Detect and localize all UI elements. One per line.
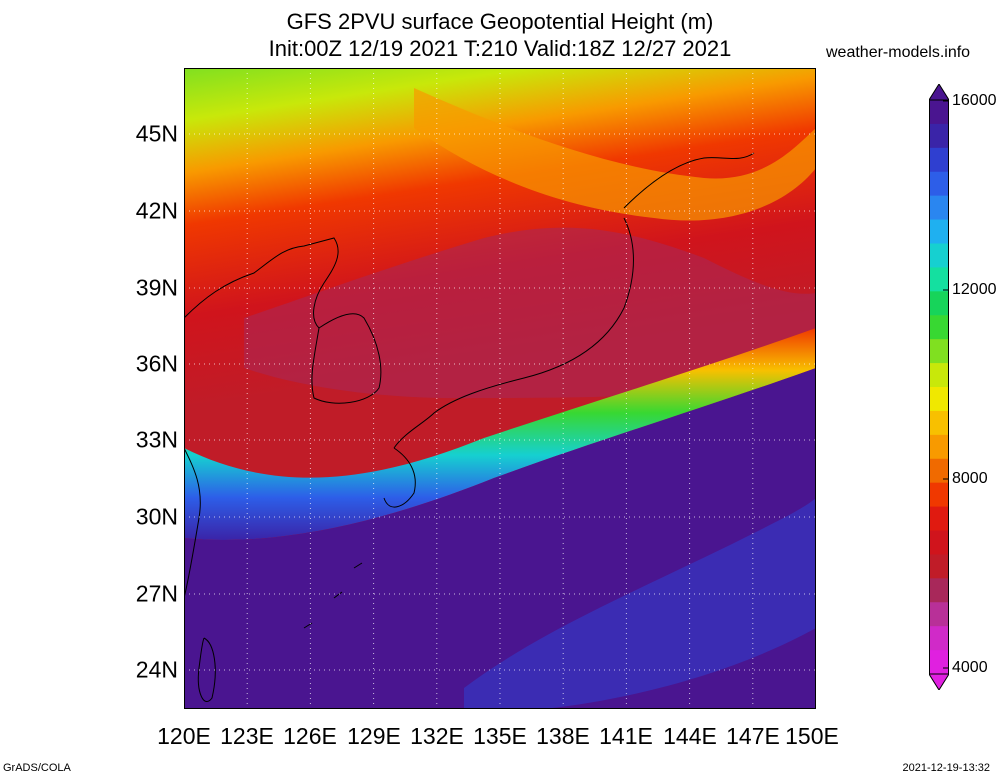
lon-label-120e: 120E bbox=[157, 723, 211, 749]
colorbar-label-12000: 12000 bbox=[952, 281, 997, 298]
lon-label-147e: 147E bbox=[726, 723, 780, 749]
colorbar-step bbox=[929, 219, 949, 244]
colorbar-step bbox=[929, 602, 949, 627]
map-canvas bbox=[184, 68, 816, 709]
colorbar-step bbox=[929, 291, 949, 316]
coastline-china bbox=[184, 447, 201, 599]
lon-label-150e: 150E bbox=[785, 723, 839, 749]
colorbar bbox=[929, 84, 949, 690]
colorbar-step bbox=[929, 171, 949, 197]
lon-label-123e: 123E bbox=[220, 723, 274, 749]
colorbar-step bbox=[929, 147, 949, 173]
graticule bbox=[184, 68, 816, 709]
coastlines bbox=[184, 152, 755, 702]
jet-band bbox=[414, 88, 816, 221]
lat-label-33n: 33N bbox=[135, 426, 178, 453]
coastline-kyushu bbox=[383, 447, 416, 508]
colorbar-step bbox=[929, 650, 949, 675]
lat-label-45n: 45N bbox=[135, 120, 178, 147]
colorbar-step bbox=[929, 578, 949, 603]
colorbar-step bbox=[929, 434, 949, 460]
site-label: weather-models.info bbox=[826, 44, 971, 61]
lat-label-27n: 27N bbox=[135, 580, 178, 607]
colorbar-step bbox=[929, 195, 949, 221]
lat-label-36n: 36N bbox=[135, 350, 178, 377]
colorbar-step bbox=[929, 506, 949, 531]
colorbar-step bbox=[929, 363, 949, 388]
chart-subtitle: Init:00Z 12/19 2021 T:210 Valid:18Z 12/2… bbox=[268, 36, 732, 61]
colorbar-step bbox=[929, 554, 949, 579]
colorbar-label-4000: 4000 bbox=[952, 659, 988, 676]
colorbar-top-arrow bbox=[929, 84, 949, 101]
colorbar-step bbox=[929, 243, 949, 268]
lon-label-144e: 144E bbox=[663, 723, 717, 749]
low-height-region bbox=[244, 227, 816, 399]
lon-label-135e: 135E bbox=[473, 723, 527, 749]
colorbar-step bbox=[929, 626, 949, 651]
coastline-taiwan bbox=[197, 637, 216, 702]
lon-label-129e: 129E bbox=[347, 723, 401, 749]
lon-label-138e: 138E bbox=[536, 723, 590, 749]
colorbar-step bbox=[929, 315, 949, 340]
colorbar-step bbox=[929, 458, 949, 484]
colorbar-step bbox=[929, 410, 949, 436]
colorbar-step bbox=[929, 267, 949, 292]
lat-label-39n: 39N bbox=[135, 274, 178, 301]
chart-title: GFS 2PVU surface Geopotential Height (m) bbox=[286, 9, 714, 34]
colorbar-step bbox=[929, 100, 949, 125]
lat-label-30n: 30N bbox=[135, 503, 178, 530]
colorbar-step bbox=[929, 339, 949, 364]
coastline-korea bbox=[311, 313, 382, 404]
coastline-honshu bbox=[393, 217, 634, 449]
lon-label-132e: 132E bbox=[410, 723, 464, 749]
lat-label-24n: 24N bbox=[135, 656, 178, 683]
colorbar-step bbox=[929, 482, 949, 508]
colorbar-step bbox=[929, 530, 949, 555]
coastline-mainland bbox=[184, 237, 339, 329]
lon-label-141e: 141E bbox=[599, 723, 653, 749]
map-frame bbox=[184, 68, 816, 709]
colorbar-frame bbox=[929, 99, 949, 675]
colorbar-label-16000: 16000 bbox=[952, 92, 997, 109]
colorbar-step bbox=[929, 123, 949, 149]
footer-software: GrADS/COLA bbox=[3, 762, 71, 774]
blue-patch bbox=[464, 498, 816, 709]
colorbar-label-8000: 8000 bbox=[952, 470, 988, 487]
footer-timestamp: 2021-12-19-13:32 bbox=[902, 762, 990, 774]
coastline-hokkaido bbox=[623, 152, 755, 209]
lat-label-42n: 42N bbox=[135, 197, 178, 224]
colorbar-bottom-arrow bbox=[929, 673, 949, 690]
lon-label-126e: 126E bbox=[283, 723, 337, 749]
colorbar-step bbox=[929, 387, 949, 412]
